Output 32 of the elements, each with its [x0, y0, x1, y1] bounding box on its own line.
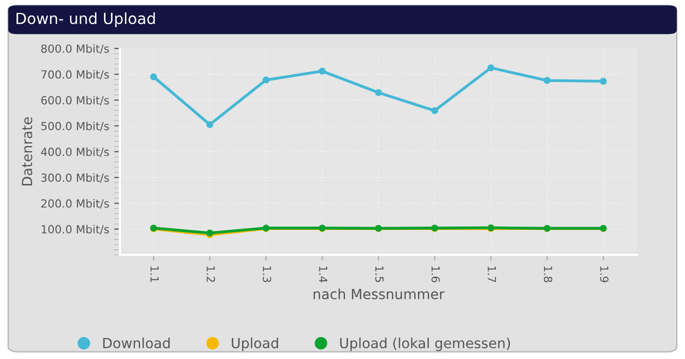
y-tick-label: 800.0 Mbit/s: [41, 44, 109, 54]
y-tick-label: 400.0 Mbit/s: [41, 147, 109, 157]
point: [431, 107, 438, 114]
point: [206, 121, 214, 128]
x-tick-label: 1.1: [150, 266, 159, 282]
x-tick-label: 1.4: [319, 266, 328, 282]
point: [487, 64, 494, 72]
legend-label: Upload (lokal gemessen): [340, 338, 510, 352]
x-axis-title: nach Messnummer: [314, 288, 445, 300]
y-tick-label: 300.0 Mbit/s: [41, 173, 109, 183]
x-tick-label: 1.6: [431, 266, 440, 282]
point: [318, 68, 326, 75]
point: [262, 76, 270, 84]
legend-label: Upload: [232, 338, 278, 352]
y-axis-title: Datenrate: [22, 117, 32, 186]
legend-label: Download: [103, 338, 170, 348]
chart-title: Down- und Upload: [16, 12, 155, 28]
x-tick-label: 1.7: [488, 266, 496, 282]
x-tick-label: 1.9: [600, 266, 608, 282]
point: [600, 78, 607, 85]
x-tick-label: 1.3: [262, 266, 272, 282]
point: [374, 89, 382, 96]
x-tick-label: 1.5: [375, 266, 384, 282]
point: [544, 76, 551, 84]
y-tick-label: 100.0 Mbit/s: [42, 224, 109, 234]
x-tick-label: 1.2: [206, 266, 215, 282]
x-tick-label: 1.8: [544, 266, 552, 282]
y-tick-label: 200.0 Mbit/s: [41, 199, 109, 209]
y-tick-label: 500.0 Mbit/s: [41, 122, 109, 132]
y-tick-label: 700.0 Mbit/s: [41, 70, 109, 80]
y-tick-label: 600.0 Mbit/s: [41, 96, 109, 106]
point: [150, 73, 158, 80]
